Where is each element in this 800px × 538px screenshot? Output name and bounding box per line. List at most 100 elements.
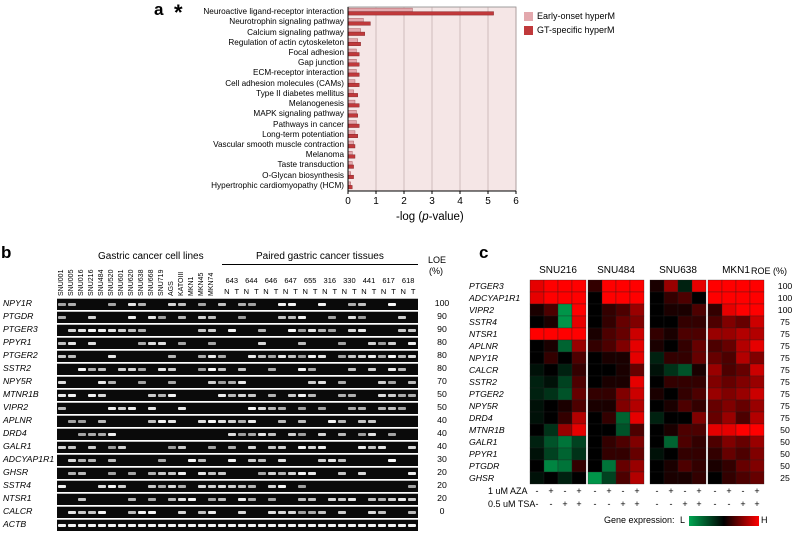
heatmap-cell <box>707 423 723 437</box>
treatment-sign: + <box>682 499 688 509</box>
heatmap-cell <box>629 399 645 413</box>
heatmap-cell <box>721 351 737 365</box>
gel-band <box>338 524 346 527</box>
heatmap-cell <box>601 459 617 473</box>
heatmap-cell <box>691 459 707 473</box>
heatmap-cell <box>649 351 665 365</box>
heatmap-cell <box>629 423 645 437</box>
gel-band <box>318 355 326 358</box>
gel-band <box>388 368 396 371</box>
gel-band <box>248 498 256 501</box>
heatmap-cell <box>677 303 693 317</box>
heatmap-cell <box>629 351 645 365</box>
heatmap-cell <box>601 363 617 377</box>
heatmap-cell <box>557 279 573 293</box>
heatmap-cell <box>615 303 631 317</box>
heatmap-cell <box>691 279 707 293</box>
heatmap-cell <box>735 315 751 329</box>
heatmap-cell <box>543 387 559 401</box>
gel-band <box>358 329 366 332</box>
gel-gene-label: PTGER2 <box>3 350 38 360</box>
gel-band <box>118 407 126 410</box>
gel-band <box>258 524 266 527</box>
category-label: Focal adhesion <box>288 48 344 57</box>
gel-band <box>198 355 206 358</box>
heatmap-cell <box>735 399 751 413</box>
gel-band <box>178 472 186 475</box>
gel-band <box>148 524 156 527</box>
treatment-sign: + <box>620 499 626 509</box>
gel-lane-row <box>57 415 418 427</box>
gel-band <box>268 472 276 475</box>
heatmap-gene-label: ADCYAP1R1 <box>469 293 521 303</box>
heatmap-cell <box>677 435 693 449</box>
gel-band <box>78 329 86 332</box>
heatmap-cell <box>749 447 765 461</box>
gel-band <box>298 511 306 514</box>
pair-label-t: T <box>332 287 338 296</box>
gel-band <box>168 355 176 358</box>
heatmap-cell <box>587 447 603 461</box>
gel-band <box>388 381 396 384</box>
gel-band <box>288 511 296 514</box>
gel-gene-label: VIPR2 <box>3 402 29 412</box>
gel-band <box>158 316 166 319</box>
gel-band <box>338 511 346 514</box>
pair-label-t: T <box>312 287 318 296</box>
gel-band <box>238 485 246 488</box>
heatmap-cell-line: SNU216 <box>539 265 577 276</box>
gel-band <box>108 459 116 462</box>
heatmap-cell <box>529 411 545 425</box>
heatmap-cell <box>543 279 559 293</box>
gel-band <box>348 316 356 319</box>
heatmap-cell <box>529 363 545 377</box>
x-axis-label-prefix: -log ( <box>396 211 423 223</box>
gel-band <box>58 355 66 358</box>
roe-value: 75 <box>780 365 790 375</box>
gel-band <box>208 511 216 514</box>
heatmap-cell <box>663 279 679 293</box>
gel-band <box>268 511 276 514</box>
loe-value: 20 <box>437 480 447 490</box>
gel-band <box>318 511 326 514</box>
gel-band <box>198 303 206 306</box>
heatmap-gene-label: SSTR2 <box>469 377 498 387</box>
gel-band <box>138 342 146 345</box>
gel-band <box>88 433 96 436</box>
gel-band <box>378 381 386 384</box>
gel-band <box>348 368 356 371</box>
heatmap-cell <box>707 327 723 341</box>
gel-band <box>118 329 126 332</box>
gel-band <box>318 329 326 332</box>
gel-band <box>278 485 286 488</box>
gel-band <box>168 446 176 449</box>
heatmap-cell <box>601 387 617 401</box>
heatmap-cell <box>735 339 751 353</box>
heatmap-cell <box>735 375 751 389</box>
gel-band <box>248 303 256 306</box>
gel-band <box>128 524 136 527</box>
gel-band <box>258 433 266 436</box>
heatmap-cell <box>571 435 587 449</box>
heatmap-cell <box>749 291 765 305</box>
gel-band <box>408 342 416 345</box>
heatmap-cell <box>663 303 679 317</box>
gel-band <box>308 498 316 501</box>
heatmap-cell <box>707 339 723 353</box>
heatmap-cell <box>663 459 679 473</box>
treatment-sign: + <box>726 486 732 496</box>
gel-band <box>398 498 406 501</box>
heatmap-cell <box>663 423 679 437</box>
gel-band <box>308 524 316 527</box>
heatmap-cell <box>571 303 587 317</box>
gel-band <box>118 446 126 449</box>
heatmap-cell <box>663 327 679 341</box>
gel-band <box>198 524 206 527</box>
gel-band <box>408 511 416 514</box>
gel-band <box>78 511 86 514</box>
heatmap-cell <box>557 447 573 461</box>
panel-b-label: b <box>1 243 12 262</box>
gel-band <box>258 329 266 332</box>
heatmap-cell <box>649 315 665 329</box>
gel-band <box>268 485 276 488</box>
